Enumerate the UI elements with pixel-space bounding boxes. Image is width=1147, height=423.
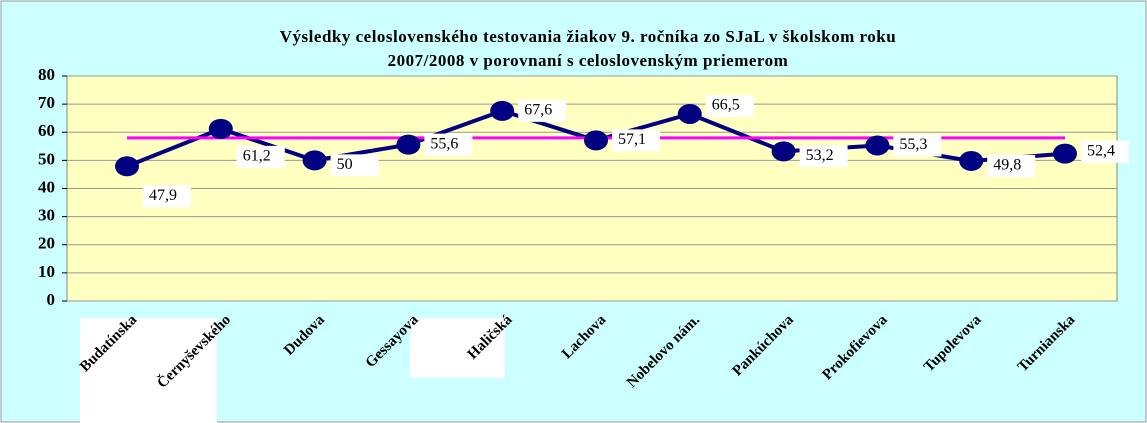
data-label: 66,5 (712, 97, 740, 114)
data-label: 47,9 (149, 187, 177, 204)
data-label: 57,1 (618, 131, 646, 148)
data-label: 61,2 (243, 148, 271, 165)
chart-title: 2007/2008 v porovnaní s celoslovenským p… (388, 51, 789, 70)
data-label-box (424, 133, 473, 156)
y-tick-label: 0 (47, 290, 56, 309)
data-point (959, 150, 984, 171)
data-label-box (236, 145, 285, 168)
data-label: 67,6 (524, 102, 552, 119)
y-tick-label: 50 (38, 149, 55, 168)
data-point (208, 118, 233, 139)
data-label: 53,2 (806, 147, 834, 164)
data-label: 50 (337, 156, 353, 173)
y-tick-label: 40 (38, 177, 55, 196)
y-tick-label: 60 (38, 121, 55, 140)
y-tick-label: 80 (38, 65, 55, 84)
data-label-box (330, 154, 379, 177)
data-label-box (1081, 140, 1129, 163)
chart-title: Výsledky celoslovenského testovania žiak… (280, 27, 896, 46)
data-point (677, 103, 702, 124)
data-point (584, 130, 608, 151)
data-point (490, 100, 515, 121)
data-label-box (705, 94, 754, 117)
data-label: 49,8 (993, 157, 1021, 174)
data-point (115, 156, 139, 177)
data-label-box (612, 129, 660, 152)
data-label-box (143, 185, 191, 208)
data-label: 52,4 (1087, 142, 1115, 159)
data-label-box (893, 134, 942, 157)
y-tick-label: 70 (38, 93, 55, 112)
data-label-box (518, 99, 567, 122)
data-point (1053, 143, 1077, 164)
label-backdrop (80, 318, 217, 423)
data-point (865, 135, 890, 156)
y-tick-label: 30 (38, 206, 55, 225)
data-label: 55,3 (899, 136, 927, 153)
data-point (771, 141, 796, 162)
data-label: 55,6 (430, 135, 458, 152)
data-point (396, 134, 421, 155)
data-point (302, 150, 327, 171)
data-label-box (799, 145, 848, 168)
y-tick-label: 10 (38, 262, 55, 281)
data-label-box (987, 154, 1036, 177)
y-tick-label: 20 (38, 234, 55, 253)
label-backdrop (410, 318, 505, 378)
